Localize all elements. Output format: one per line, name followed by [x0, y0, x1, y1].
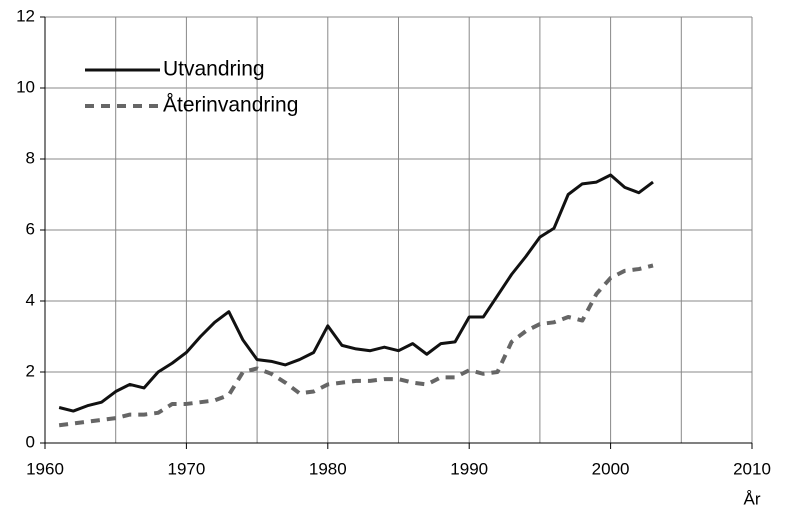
legend-label: Återinvandring — [163, 94, 298, 117]
y-tick-label: 12 — [16, 6, 35, 25]
x-tick-label: 2000 — [592, 459, 630, 478]
x-axis-label: År — [744, 489, 761, 508]
data-line — [58, 263, 654, 428]
x-tick-label: 1960 — [26, 459, 64, 478]
y-tick-label: 6 — [26, 219, 35, 238]
x-tick-label: 1990 — [450, 459, 488, 478]
y-tick-label: 4 — [26, 290, 35, 309]
y-tick-label: 8 — [26, 148, 35, 167]
y-tick-label: 0 — [26, 432, 35, 451]
y-tick-label: 2 — [26, 361, 35, 380]
data-line — [58, 173, 654, 413]
legend-label: Utvandring — [163, 58, 265, 81]
x-tick-label: 2010 — [733, 459, 771, 478]
x-tick-label: 1970 — [167, 459, 205, 478]
x-tick-label: 1980 — [309, 459, 347, 478]
y-tick-label: 10 — [16, 77, 35, 96]
